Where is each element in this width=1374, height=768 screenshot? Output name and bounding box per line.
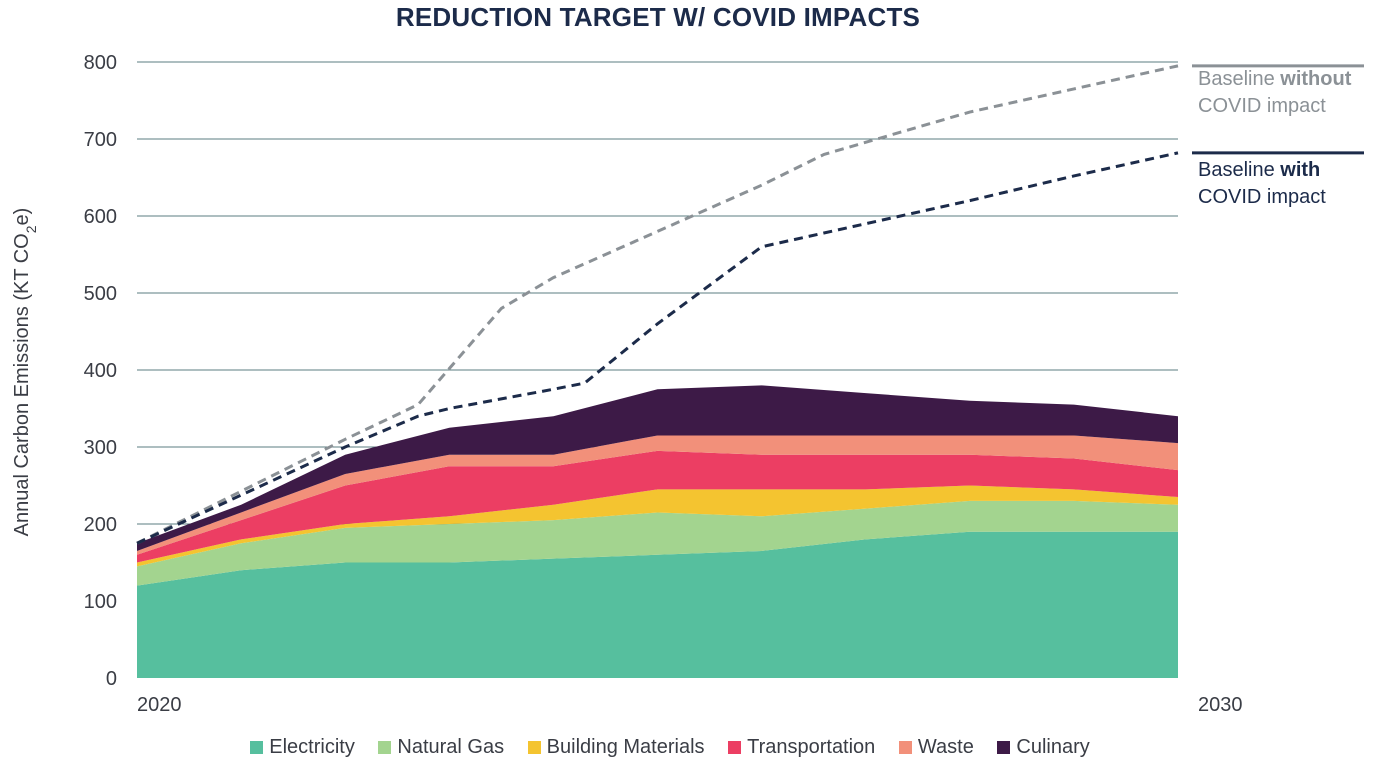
y-tick-label: 600 — [84, 206, 117, 228]
area-waste — [137, 435, 1178, 555]
area-culinary — [137, 385, 1178, 551]
legend-item-waste: Waste — [898, 736, 974, 759]
legend-swatch — [997, 741, 1011, 754]
y-tick-label: 800 — [84, 52, 117, 74]
y-tick-labels: 0 100 200 300 400 500 600 700 800 — [84, 52, 117, 690]
baseline-without-covid-line — [136, 64, 1179, 545]
y-tick-label: 100 — [84, 591, 117, 613]
legend: Electricity Natural Gas Building Materia… — [0, 736, 1340, 759]
legend-item-electricity: Electricity — [250, 736, 355, 759]
x-tick-labels: 2020 2030 — [137, 694, 1243, 716]
area-transportation — [137, 450, 1178, 563]
baseline-with-covid-line — [136, 151, 1179, 545]
chart-title: REDUCTION TARGET W/ COVID IMPACTS — [395, 2, 921, 32]
legend-swatch — [378, 741, 392, 754]
y-tick-label: 200 — [84, 514, 117, 536]
legend-swatch — [728, 741, 742, 754]
legend-swatch — [898, 741, 912, 754]
x-tick-label: 2020 — [137, 694, 182, 716]
legend-swatch — [250, 741, 264, 754]
baseline-lines — [136, 64, 1364, 545]
area-building-materials — [137, 485, 1178, 567]
baseline-without-label: Baseline without COVID impact — [1198, 68, 1352, 117]
legend-swatch — [527, 741, 541, 754]
x-tick-label: 2030 — [1198, 694, 1243, 716]
stacked-areas — [137, 385, 1178, 678]
legend-item-natural-gas: Natural Gas — [378, 736, 504, 759]
legend-item-building-materials: Building Materials — [527, 736, 705, 759]
y-tick-label: 700 — [84, 129, 117, 151]
area-natural-gas — [137, 500, 1178, 586]
legend-item-transportation: Transportation — [728, 736, 875, 759]
y-tick-label: 0 — [106, 668, 117, 690]
baseline-with-label: Baseline with COVID impact — [1198, 159, 1326, 208]
y-tick-label: 500 — [84, 283, 117, 305]
y-axis-label: Annual Carbon Emissions (KT CO2e) — [11, 208, 39, 537]
legend-item-culinary: Culinary — [997, 736, 1090, 759]
y-tick-label: 300 — [84, 437, 117, 459]
area-electricity — [137, 531, 1178, 678]
y-tick-label: 400 — [84, 360, 117, 382]
